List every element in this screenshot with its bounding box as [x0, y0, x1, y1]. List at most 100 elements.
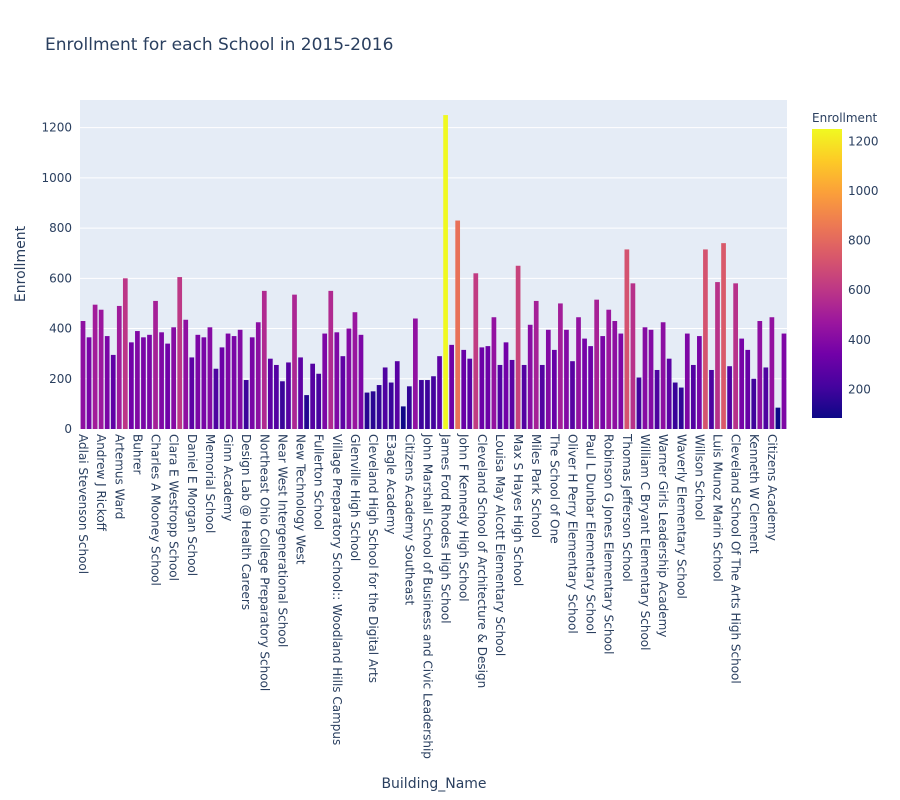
- bar: [86, 337, 92, 429]
- bar: [781, 333, 787, 429]
- bar: [648, 329, 654, 429]
- x-tick-label: Near West Intergenerational School: [275, 434, 289, 647]
- bar: [92, 304, 98, 429]
- colorbar-tick-label: 600: [848, 283, 871, 297]
- bar: [690, 364, 696, 429]
- bar: [298, 357, 303, 429]
- bar: [413, 318, 418, 429]
- bar: [521, 364, 527, 429]
- bar: [400, 406, 406, 429]
- bar: [630, 283, 636, 429]
- x-tick-label: Glenville High School: [348, 434, 362, 561]
- bar: [213, 368, 219, 429]
- bar: [606, 309, 612, 429]
- colorbar-tick-label: 1200: [848, 134, 879, 148]
- bar: [751, 378, 757, 429]
- x-tick-label: Thomas Jefferson School: [620, 433, 634, 582]
- bar: [280, 381, 285, 429]
- bar: [594, 299, 600, 429]
- x-tick-label: Citizens Academy Southeast: [402, 434, 416, 606]
- bar: [153, 300, 158, 429]
- colorbar-tick-label: 200: [848, 382, 871, 396]
- bar: [171, 327, 177, 429]
- bar: [394, 361, 400, 429]
- bar: [376, 385, 382, 429]
- bar: [231, 336, 237, 429]
- x-tick-label: Adlai Stevenson School: [76, 434, 90, 574]
- bar: [195, 334, 201, 429]
- bar: [129, 342, 134, 429]
- bar: [437, 356, 442, 429]
- x-tick-label: Artemus Ward: [112, 434, 126, 519]
- bar: [715, 282, 720, 429]
- bar: [431, 376, 436, 429]
- x-tick-label: Cleveland School of Architecture & Desig…: [475, 434, 489, 688]
- bar: [255, 322, 261, 429]
- bar: [684, 333, 690, 429]
- bar: [473, 273, 479, 429]
- bar: [225, 333, 231, 429]
- x-tick-label: Miles Park School: [529, 434, 543, 538]
- y-tick-label: 400: [49, 322, 72, 336]
- x-tick-label: Warner Girls Leadership Academy: [656, 434, 670, 637]
- bar: [672, 382, 678, 429]
- bar: [177, 277, 183, 429]
- x-axis-title: Building_Name: [381, 776, 486, 792]
- bar: [104, 336, 110, 429]
- x-tick-label: Willson School: [692, 434, 706, 520]
- x-tick-label: Ginn Academy: [221, 434, 235, 521]
- bar: [757, 321, 763, 429]
- x-tick-label: Fullerton School: [312, 434, 326, 530]
- y-tick-label: 800: [49, 221, 72, 235]
- y-tick-label: 0: [64, 422, 72, 436]
- x-tick-label: Waverly Elementary School: [674, 434, 688, 599]
- bar: [286, 362, 291, 429]
- x-tick-label: Robinson G Jones Elementary School: [602, 434, 616, 654]
- x-tick-label: Max S Hayes High School: [511, 434, 525, 586]
- y-tick-label: 200: [49, 372, 72, 386]
- bar: [219, 347, 225, 429]
- bar: [322, 333, 328, 429]
- bar: [739, 338, 745, 429]
- bar: [642, 327, 648, 429]
- bar: [678, 387, 684, 429]
- bar: [98, 309, 104, 429]
- bar: [274, 364, 279, 429]
- bar: [588, 346, 593, 429]
- x-tick-label: Louisa May Alcott Elementary School: [493, 434, 507, 656]
- y-tick-labels: 0 200 400 600 800 1000 1200: [41, 121, 72, 436]
- x-tick-label: William C Bryant Elementary School: [638, 434, 652, 650]
- bar: [261, 290, 267, 429]
- x-tick-label: John Marshall School of Business and Civ…: [420, 433, 434, 759]
- bar: [388, 382, 394, 429]
- bar: [527, 324, 533, 429]
- bar: [461, 349, 467, 429]
- bar: [406, 386, 412, 429]
- bar: [135, 331, 140, 429]
- bar: [141, 337, 146, 429]
- x-tick-label: The School of One: [547, 433, 561, 544]
- bar: [612, 321, 618, 429]
- bar: [697, 336, 702, 429]
- bar: [721, 243, 726, 429]
- bar: [207, 327, 213, 429]
- bar: [201, 337, 207, 429]
- colorbar-tick-label: 800: [848, 234, 871, 248]
- x-tick-label: Village Preparatory School:: Woodland Hi…: [330, 434, 344, 745]
- bar: [189, 357, 195, 429]
- bar: [183, 319, 189, 429]
- bars: [80, 115, 787, 429]
- bar: [576, 317, 581, 429]
- bar: [545, 329, 551, 429]
- colorbar-gradient: [812, 129, 842, 418]
- bar: [304, 395, 309, 429]
- bar: [316, 373, 322, 429]
- bar: [709, 369, 714, 429]
- bar: [328, 290, 334, 429]
- y-tick-label: 1200: [41, 121, 72, 135]
- bar: [455, 220, 461, 429]
- bar: [340, 356, 346, 429]
- bar: [570, 361, 575, 429]
- x-tick-label: Charles A Mooney School: [149, 434, 163, 586]
- bar: [497, 364, 503, 429]
